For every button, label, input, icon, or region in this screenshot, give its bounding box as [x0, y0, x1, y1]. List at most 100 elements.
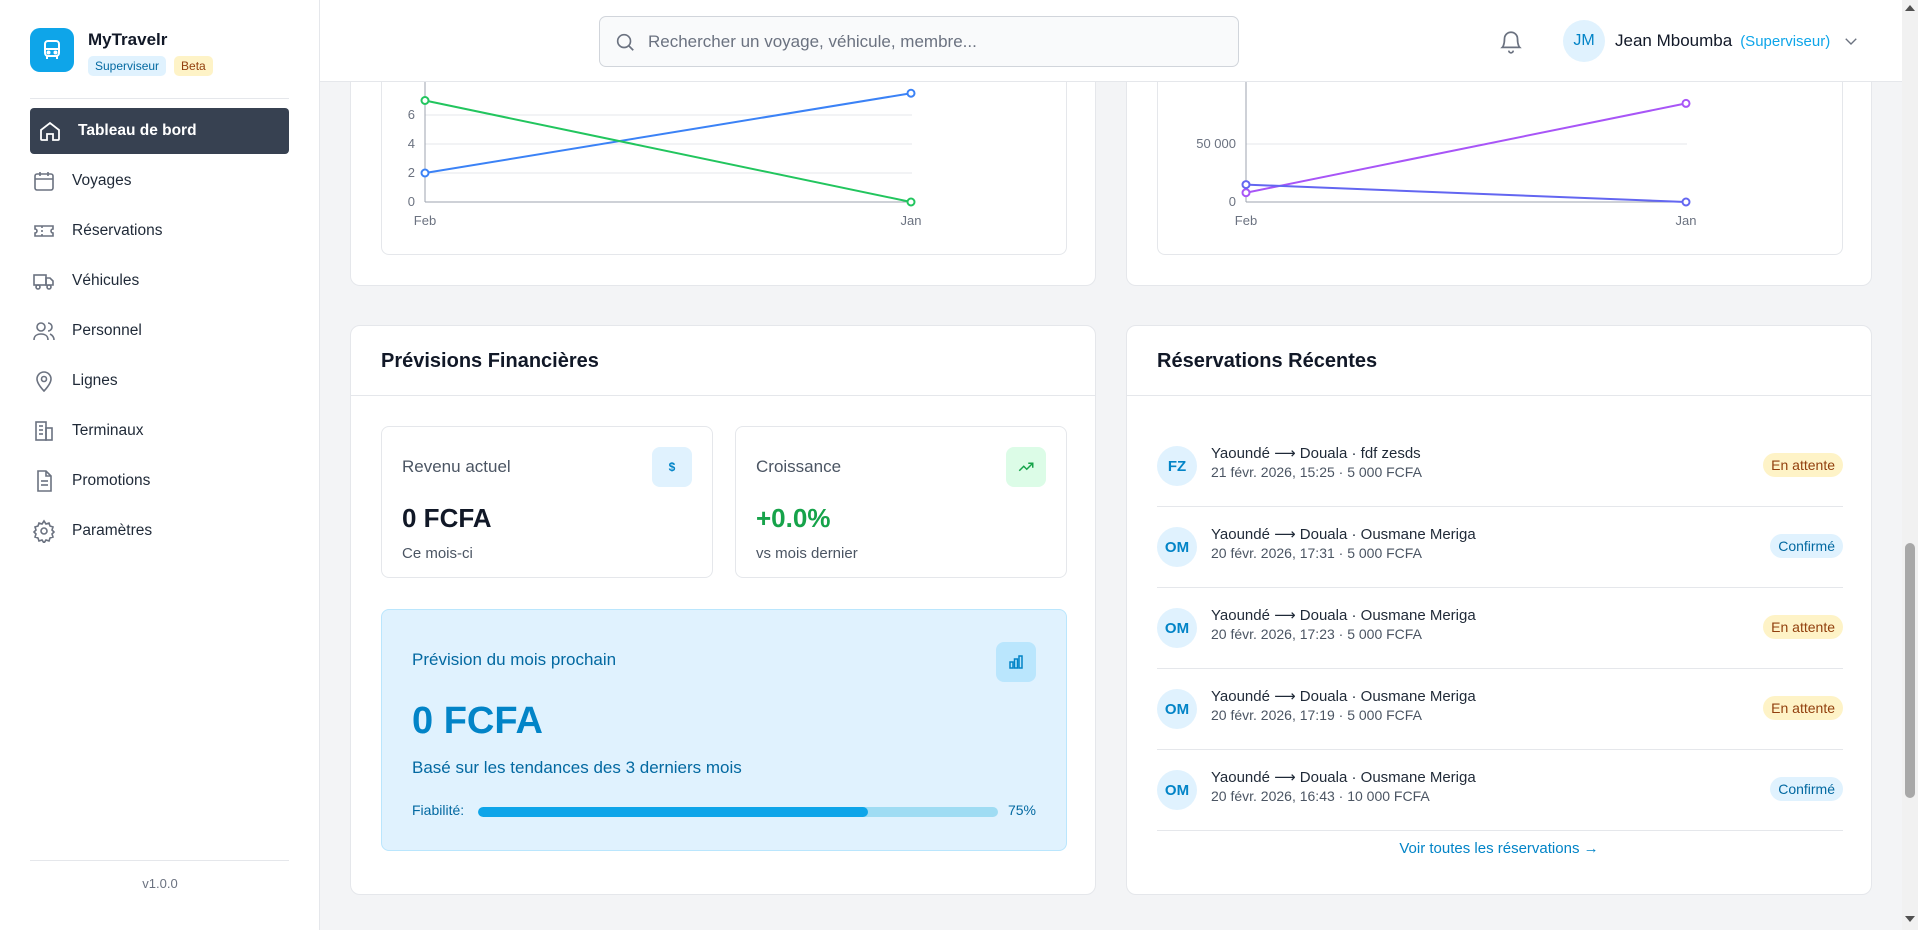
building-icon	[35, 421, 53, 441]
sidebar-item-personnel[interactable]: Personnel	[30, 308, 289, 354]
reservations-card: Réservations Récentes FZ Yaoundé ⟶ Douala…	[1126, 325, 1872, 895]
sidebar-nav: Tableau de bord Voyages Réservations Véh…	[30, 108, 289, 558]
truck-icon	[33, 274, 54, 290]
line-chart-right: 0 50 000 Feb Jan	[1196, 80, 1697, 228]
sidebar-item-label: Véhicules	[72, 272, 140, 289]
reservation-row[interactable]: OM Yaoundé ⟶ Douala · Ousmane Meriga 20 fé…	[1157, 669, 1843, 750]
beta-badge: Beta	[174, 56, 213, 76]
view-all-reservations-link[interactable]: Voir toutes les réservations →	[1399, 840, 1599, 857]
reservation-title: Yaoundé ⟶ Douala · Ousmane Meriga	[1211, 769, 1476, 786]
scroll-thumb[interactable]	[1905, 543, 1915, 798]
reservation-meta: 20 févr. 2026, 16:43 · 10 000 FCFA	[1211, 788, 1430, 804]
card-title: Réservations Récentes	[1157, 350, 1378, 372]
status-badge: En attente	[1763, 696, 1843, 720]
reliability-label: Fiabilité:	[412, 802, 465, 818]
users-icon	[33, 322, 55, 341]
reservation-meta: 20 févr. 2026, 17:31 · 5 000 FCFA	[1211, 545, 1422, 561]
data-point	[420, 96, 430, 105]
user-role: (Superviseur)	[1740, 32, 1831, 50]
y-tick-label: 2	[408, 165, 415, 180]
gear-icon	[32, 519, 56, 543]
trending-up-icon	[1006, 447, 1046, 487]
sidebar-item-label: Personnel	[72, 322, 142, 339]
scroll-down-arrow-icon[interactable]	[1905, 916, 1915, 922]
sidebar-item-vehicules[interactable]: Véhicules	[30, 258, 289, 304]
calendar-icon	[34, 172, 54, 191]
growth-stat: Croissance +0.0% vs mois dernier	[735, 426, 1067, 578]
reliability-percent: 75%	[1007, 802, 1036, 818]
sidebar-item-label: Voyages	[72, 172, 132, 189]
chart-panel-right: 0 50 000 Feb Jan	[1157, 80, 1843, 255]
search-icon	[616, 33, 634, 51]
stat-sub: Ce mois-ci	[402, 545, 473, 562]
bar-chart-icon	[996, 642, 1036, 682]
search-box[interactable]	[599, 16, 1239, 67]
reservation-meta: 20 févr. 2026, 17:23 · 5 000 FCFA	[1211, 626, 1422, 642]
sidebar-item-label: Promotions	[72, 472, 151, 489]
series-line	[424, 92, 912, 174]
reservation-row[interactable]: OM Yaoundé ⟶ Douala · Ousmane Meriga 20 fé…	[1157, 588, 1843, 669]
finance-card: Prévisions Financières Revenu actuel $ 0…	[350, 325, 1096, 895]
series-line	[424, 99, 912, 203]
data-point	[1681, 197, 1691, 207]
brand-name: MyTravelr	[88, 30, 168, 49]
avatar: FZ	[1157, 446, 1197, 486]
card-title: Prévisions Financières	[381, 350, 599, 372]
reservation-title: Yaoundé ⟶ Douala · Ousmane Meriga	[1211, 526, 1476, 543]
search-input[interactable]	[648, 31, 1208, 52]
sidebar-item-label: Paramètres	[72, 522, 153, 539]
forecast-panel: Prévision du mois prochain 0 FCFA Basé s…	[381, 609, 1067, 851]
ticket-icon	[34, 225, 54, 237]
sidebar-item-label: Terminaux	[72, 422, 144, 439]
data-point	[906, 88, 916, 98]
y-tick-label: 0	[1229, 194, 1236, 209]
stat-sub: vs mois dernier	[756, 545, 858, 562]
brand[interactable]: MyTravelr Superviseur Beta	[30, 28, 213, 76]
user-menu[interactable]: JM Jean Mboumba (Superviseur)	[1563, 20, 1860, 62]
chart-card-left: 0 2 4 6 Feb Jan	[350, 60, 1096, 286]
stat-label: Revenu actuel	[402, 457, 511, 476]
x-tick-label: Jan	[1676, 213, 1697, 228]
sidebar: MyTravelr Superviseur Beta Tableau de bo…	[0, 0, 320, 930]
data-point	[1241, 180, 1251, 190]
sidebar-item-label: Tableau de bord	[78, 122, 197, 139]
x-tick-label: Feb	[414, 213, 436, 228]
sidebar-item-reservations[interactable]: Réservations	[30, 208, 289, 254]
avatar: OM	[1157, 770, 1197, 810]
view-all-reservations: Voir toutes les réservations →	[1126, 840, 1872, 857]
scroll-up-arrow-icon[interactable]	[1905, 5, 1915, 11]
reservation-title: Yaoundé ⟶ Douala · Ousmane Meriga	[1211, 688, 1476, 705]
forecast-value: 0 FCFA	[412, 700, 543, 742]
forecast-label: Prévision du mois prochain	[412, 650, 617, 669]
page-scrollbar[interactable]	[1902, 0, 1918, 930]
stat-value: +0.0%	[756, 503, 831, 533]
sidebar-footer-divider	[30, 860, 289, 861]
reservation-row[interactable]: FZ Yaoundé ⟶ Douala · fdf zesds 21 févr. 2…	[1157, 426, 1843, 507]
sidebar-item-voyages[interactable]: Voyages	[30, 158, 289, 204]
sidebar-item-lignes[interactable]: Lignes	[30, 358, 289, 404]
sidebar-item-terminaux[interactable]: Terminaux	[30, 408, 289, 454]
series-line	[1245, 183, 1687, 203]
reservation-meta: 21 févr. 2026, 15:25 · 5 000 FCFA	[1211, 464, 1422, 480]
reservation-title: Yaoundé ⟶ Douala · Ousmane Meriga	[1211, 607, 1476, 624]
bell-icon[interactable]	[1498, 28, 1524, 56]
user-name: Jean Mboumba	[1615, 31, 1733, 50]
y-tick-label: 50 000	[1196, 136, 1236, 151]
dollar-icon: $	[652, 447, 692, 487]
stat-label: Croissance	[756, 457, 842, 476]
data-point	[1241, 188, 1251, 198]
role-badge: Superviseur	[88, 56, 167, 76]
sidebar-item-promotions[interactable]: Promotions	[30, 458, 289, 504]
y-tick-label: 6	[408, 107, 415, 122]
file-icon	[37, 470, 52, 492]
sidebar-item-label: Réservations	[72, 222, 163, 239]
sidebar-item-dashboard[interactable]: Tableau de bord	[30, 108, 289, 154]
map-pin-icon	[36, 371, 52, 393]
series-line	[1245, 102, 1687, 194]
forecast-sub: Basé sur les tendances des 3 derniers mo…	[412, 758, 742, 777]
reservation-row[interactable]: OM Yaoundé ⟶ Douala · Ousmane Meriga 20 fé…	[1157, 750, 1843, 831]
chart-panel-left: 0 2 4 6 Feb Jan	[381, 80, 1067, 255]
reservation-row[interactable]: OM Yaoundé ⟶ Douala · Ousmane Meriga 20 fé…	[1157, 507, 1843, 588]
data-point	[420, 168, 430, 178]
sidebar-item-parametres[interactable]: Paramètres	[30, 508, 289, 554]
